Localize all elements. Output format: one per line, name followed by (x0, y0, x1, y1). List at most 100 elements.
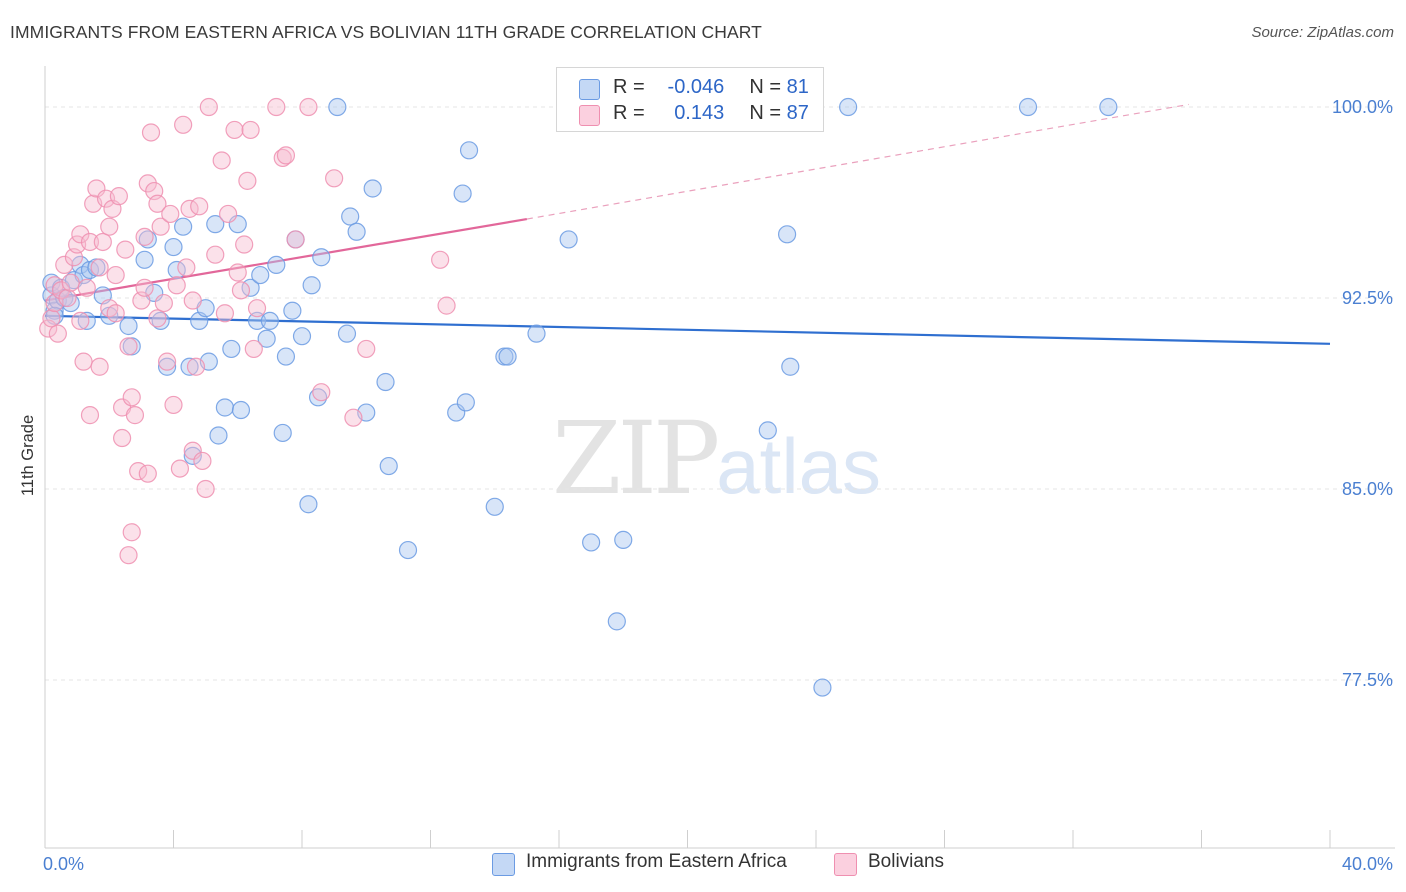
eastern-africa-point (781, 357, 800, 376)
bolivian-point (193, 451, 212, 471)
eastern-africa-point (328, 97, 347, 117)
bolivian-point (215, 304, 234, 323)
bolivian-point (55, 255, 74, 274)
bolivian-point (174, 115, 193, 134)
bolivian-point (235, 235, 254, 254)
bolivian-point (151, 217, 170, 236)
bolivian-trend-extension (526, 103, 1189, 220)
legend-label: Immigrants from Eastern Africa (526, 851, 787, 872)
eastern-africa-point (813, 678, 832, 697)
bolivian-point (437, 296, 456, 315)
legend-r-label: R = (613, 102, 645, 124)
bolivian-point (71, 311, 90, 331)
bolivian-point (247, 299, 267, 318)
eastern-africa-point (247, 311, 267, 331)
bolivian-point (112, 428, 132, 448)
bolivian-point (161, 204, 180, 224)
bolivian-point (71, 225, 90, 244)
eastern-africa-point (164, 237, 183, 257)
eastern-africa-point (209, 426, 228, 445)
y-tick-label: 85.0% (1342, 479, 1393, 499)
eastern-africa-point (222, 339, 241, 359)
eastern-africa-point (1018, 97, 1038, 117)
legend-swatch-pink (834, 853, 857, 876)
bolivian-point (170, 459, 190, 478)
eastern-africa-point (1099, 97, 1118, 117)
eastern-africa-point (347, 222, 366, 241)
eastern-africa-point (292, 327, 312, 346)
eastern-africa-point (376, 372, 395, 392)
eastern-africa-point (283, 301, 302, 320)
eastern-africa-point (312, 248, 331, 267)
bolivian-point (312, 383, 331, 402)
eastern-africa-point (180, 357, 199, 376)
bolivian-point (39, 319, 58, 338)
bolivian-point (135, 227, 154, 246)
eastern-africa-point (251, 265, 270, 285)
bolivian-point (148, 309, 167, 328)
legend-n-value: 81 (786, 76, 809, 98)
bolivian-point (80, 232, 100, 252)
watermark-zip: ZIP (552, 400, 720, 517)
bolivian-point (119, 546, 138, 565)
bolivian-point (299, 97, 318, 117)
bolivian-point (190, 197, 209, 216)
bolivian-point (42, 309, 61, 328)
eastern-africa-point (77, 311, 96, 331)
bolivian-point (164, 395, 183, 415)
eastern-africa-point (206, 215, 225, 234)
bolivian-point (148, 194, 167, 213)
y-tick-label: 77.5% (1342, 670, 1393, 690)
bolivian-point (90, 258, 109, 277)
bolivian-point (116, 240, 135, 259)
eastern-africa-point (337, 324, 357, 343)
eastern-africa-point (758, 421, 777, 440)
bolivian-point (183, 291, 202, 310)
legend-swatch-blue (579, 79, 600, 100)
bolivian-point (357, 339, 376, 359)
bolivian-point (286, 230, 305, 249)
bolivian-point (273, 148, 292, 168)
eastern-africa-point (527, 324, 546, 343)
bolivian-point (325, 169, 344, 188)
axes (44, 66, 1395, 849)
eastern-africa-point (215, 398, 234, 417)
eastern-africa-point (231, 400, 251, 420)
eastern-africa-point (398, 540, 418, 560)
bolivian-point (225, 120, 244, 140)
eastern-africa-point (151, 311, 170, 331)
eastern-africa-point (485, 497, 504, 516)
bolivian-point (100, 217, 119, 236)
eastern-africa-point (363, 179, 382, 198)
eastern-africa-point (582, 533, 601, 552)
bolivian-point (206, 245, 225, 264)
eastern-africa-point (267, 255, 286, 274)
bolivian-point (141, 123, 161, 142)
bolivian-point (48, 324, 67, 343)
bolivian-point (135, 278, 154, 297)
eastern-africa-point (135, 250, 154, 269)
bolivian-point (228, 263, 247, 282)
source-credit: Source: ZipAtlas.com (1251, 24, 1394, 41)
eastern-africa-point (614, 530, 633, 549)
bolivian-point (186, 357, 206, 376)
eastern-africa-point (138, 230, 157, 249)
bolivian-point (344, 408, 363, 427)
eastern-africa-point (839, 97, 858, 117)
bolivian-point (58, 288, 77, 308)
bolivian-point (106, 304, 125, 323)
y-tick-label: 100.0% (1332, 97, 1393, 117)
eastern-africa-point (174, 217, 193, 236)
bolivian-point (244, 339, 263, 359)
data-points (39, 97, 1118, 697)
eastern-africa-point (607, 612, 626, 631)
bolivian-point (157, 352, 177, 371)
legend-swatch-blue (492, 853, 515, 876)
bolivian-point (125, 406, 145, 425)
bolivian-point (106, 265, 125, 285)
eastern-africa-point (559, 230, 578, 249)
tick-labels: 77.5% 85.0% 92.5% 100.0% 0.0% 40.0% 11th Grade (19, 97, 1393, 874)
bolivian-point (267, 97, 286, 117)
legend-label: Bolivians (868, 851, 945, 872)
